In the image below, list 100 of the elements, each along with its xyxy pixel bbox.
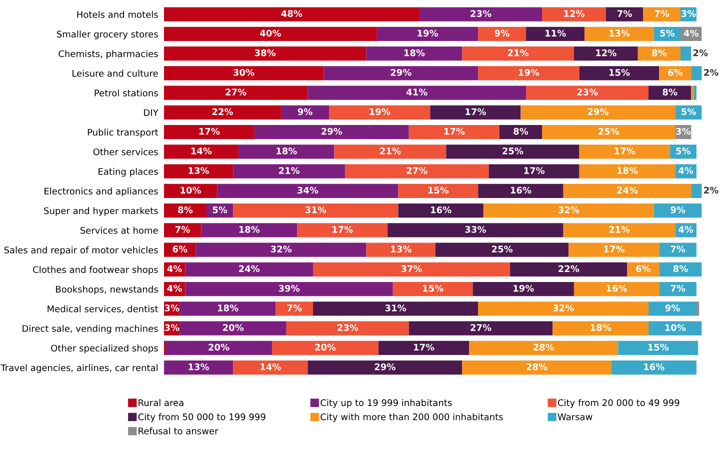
bar [180,302,276,316]
data-label: 6% [636,265,651,272]
bar [164,164,234,178]
data-label: 10% [180,186,202,194]
data-label: 17% [199,128,220,135]
bar [574,282,660,296]
bar [408,321,553,336]
data-label: 7% [670,284,686,292]
bar [478,66,580,80]
data-label: 28% [526,363,548,370]
data-label: 4% [678,167,694,174]
data-label: 16% [606,284,628,292]
bar [648,321,702,336]
data-label: 25% [492,246,513,252]
legend-label: City with more than 200 000 inhabitants [320,413,503,422]
data-label: 20% [315,344,336,351]
data-label: 30% [234,69,254,76]
data-label: 19% [518,69,540,76]
y-tick-label: Medical services, dentist [48,305,158,314]
y-tick-label: Services at home [80,226,158,234]
bar [472,282,574,296]
data-label: 12% [564,10,584,17]
data-label: 17% [614,148,636,154]
data-label: 17% [414,344,434,351]
bar [680,46,692,61]
data-label: 16% [644,363,664,370]
y-tick-label: Hotels and motels [77,10,158,18]
data-label: 9% [494,30,510,37]
bar [627,262,660,277]
data-label: 9% [298,108,312,116]
data-label: 22% [558,265,580,272]
y-tick-label: Other specialized shops [51,344,158,354]
bar [201,223,298,238]
bar [308,86,526,100]
bar [238,144,334,159]
data-label: 29% [390,69,412,76]
bar [510,262,628,277]
data-label: 29% [374,363,396,370]
data-label: 19% [370,108,390,116]
y-tick-label: Petrol stations [94,89,158,96]
bar [691,86,694,100]
bar [542,125,676,140]
bar [398,204,484,218]
bar [691,184,702,198]
data-label: 39% [278,284,300,292]
y-tick-label: Chemists, pharmacies [58,50,158,59]
y-tick-label: Super and hyper markets [44,207,158,216]
data-label: 15% [428,186,449,194]
bar [164,105,282,120]
data-label: 17% [604,246,624,252]
data-label: 14% [260,363,281,370]
bar [334,144,446,159]
bar [180,321,286,336]
data-label: 4% [167,265,182,272]
legend-label: City from 20 000 to 49 999 [558,399,680,408]
data-label: 31% [385,304,406,312]
data-label: 2% [704,69,718,76]
bar [164,26,377,42]
data-label: 24% [617,186,638,194]
bar [164,144,238,159]
data-label: 4% [678,226,694,233]
data-label: 17% [524,167,545,174]
bar [568,242,660,257]
data-label: 4% [684,30,699,37]
bar [499,125,542,140]
bar [654,204,702,218]
bar [164,184,218,198]
y-tick-label: Clothes and footwear shops [33,266,158,275]
data-label: 12% [596,49,616,56]
bar [366,46,462,61]
bar [420,7,542,22]
y-tick-label: Bookshops, newstands [56,286,158,294]
data-label: 5% [676,148,691,154]
legend-label: Rural area [138,399,184,406]
data-label: 18% [239,226,260,233]
data-label: 18% [617,167,638,174]
bar [185,282,393,296]
data-label: 21% [508,49,529,56]
bar [670,144,696,159]
bar [164,204,206,218]
data-label: 21% [609,226,630,233]
data-label: 16% [510,186,532,194]
y-tick-label: Leisure and culture [72,70,158,77]
bar [579,66,660,80]
bar [324,66,478,80]
bar [378,340,470,356]
y-tick-label: Public transport [88,128,158,138]
bar [164,125,254,140]
bar [526,26,585,42]
data-label: 7% [654,10,670,17]
bar [430,105,521,120]
data-label: 27% [470,324,492,331]
data-label: 37% [401,265,422,272]
bar [648,86,692,100]
data-label: 19% [514,284,534,292]
data-label: 20% [223,324,244,331]
bar [276,302,314,316]
y-tick-label: Other services [93,148,158,156]
bar [164,223,202,238]
bar [659,282,696,296]
